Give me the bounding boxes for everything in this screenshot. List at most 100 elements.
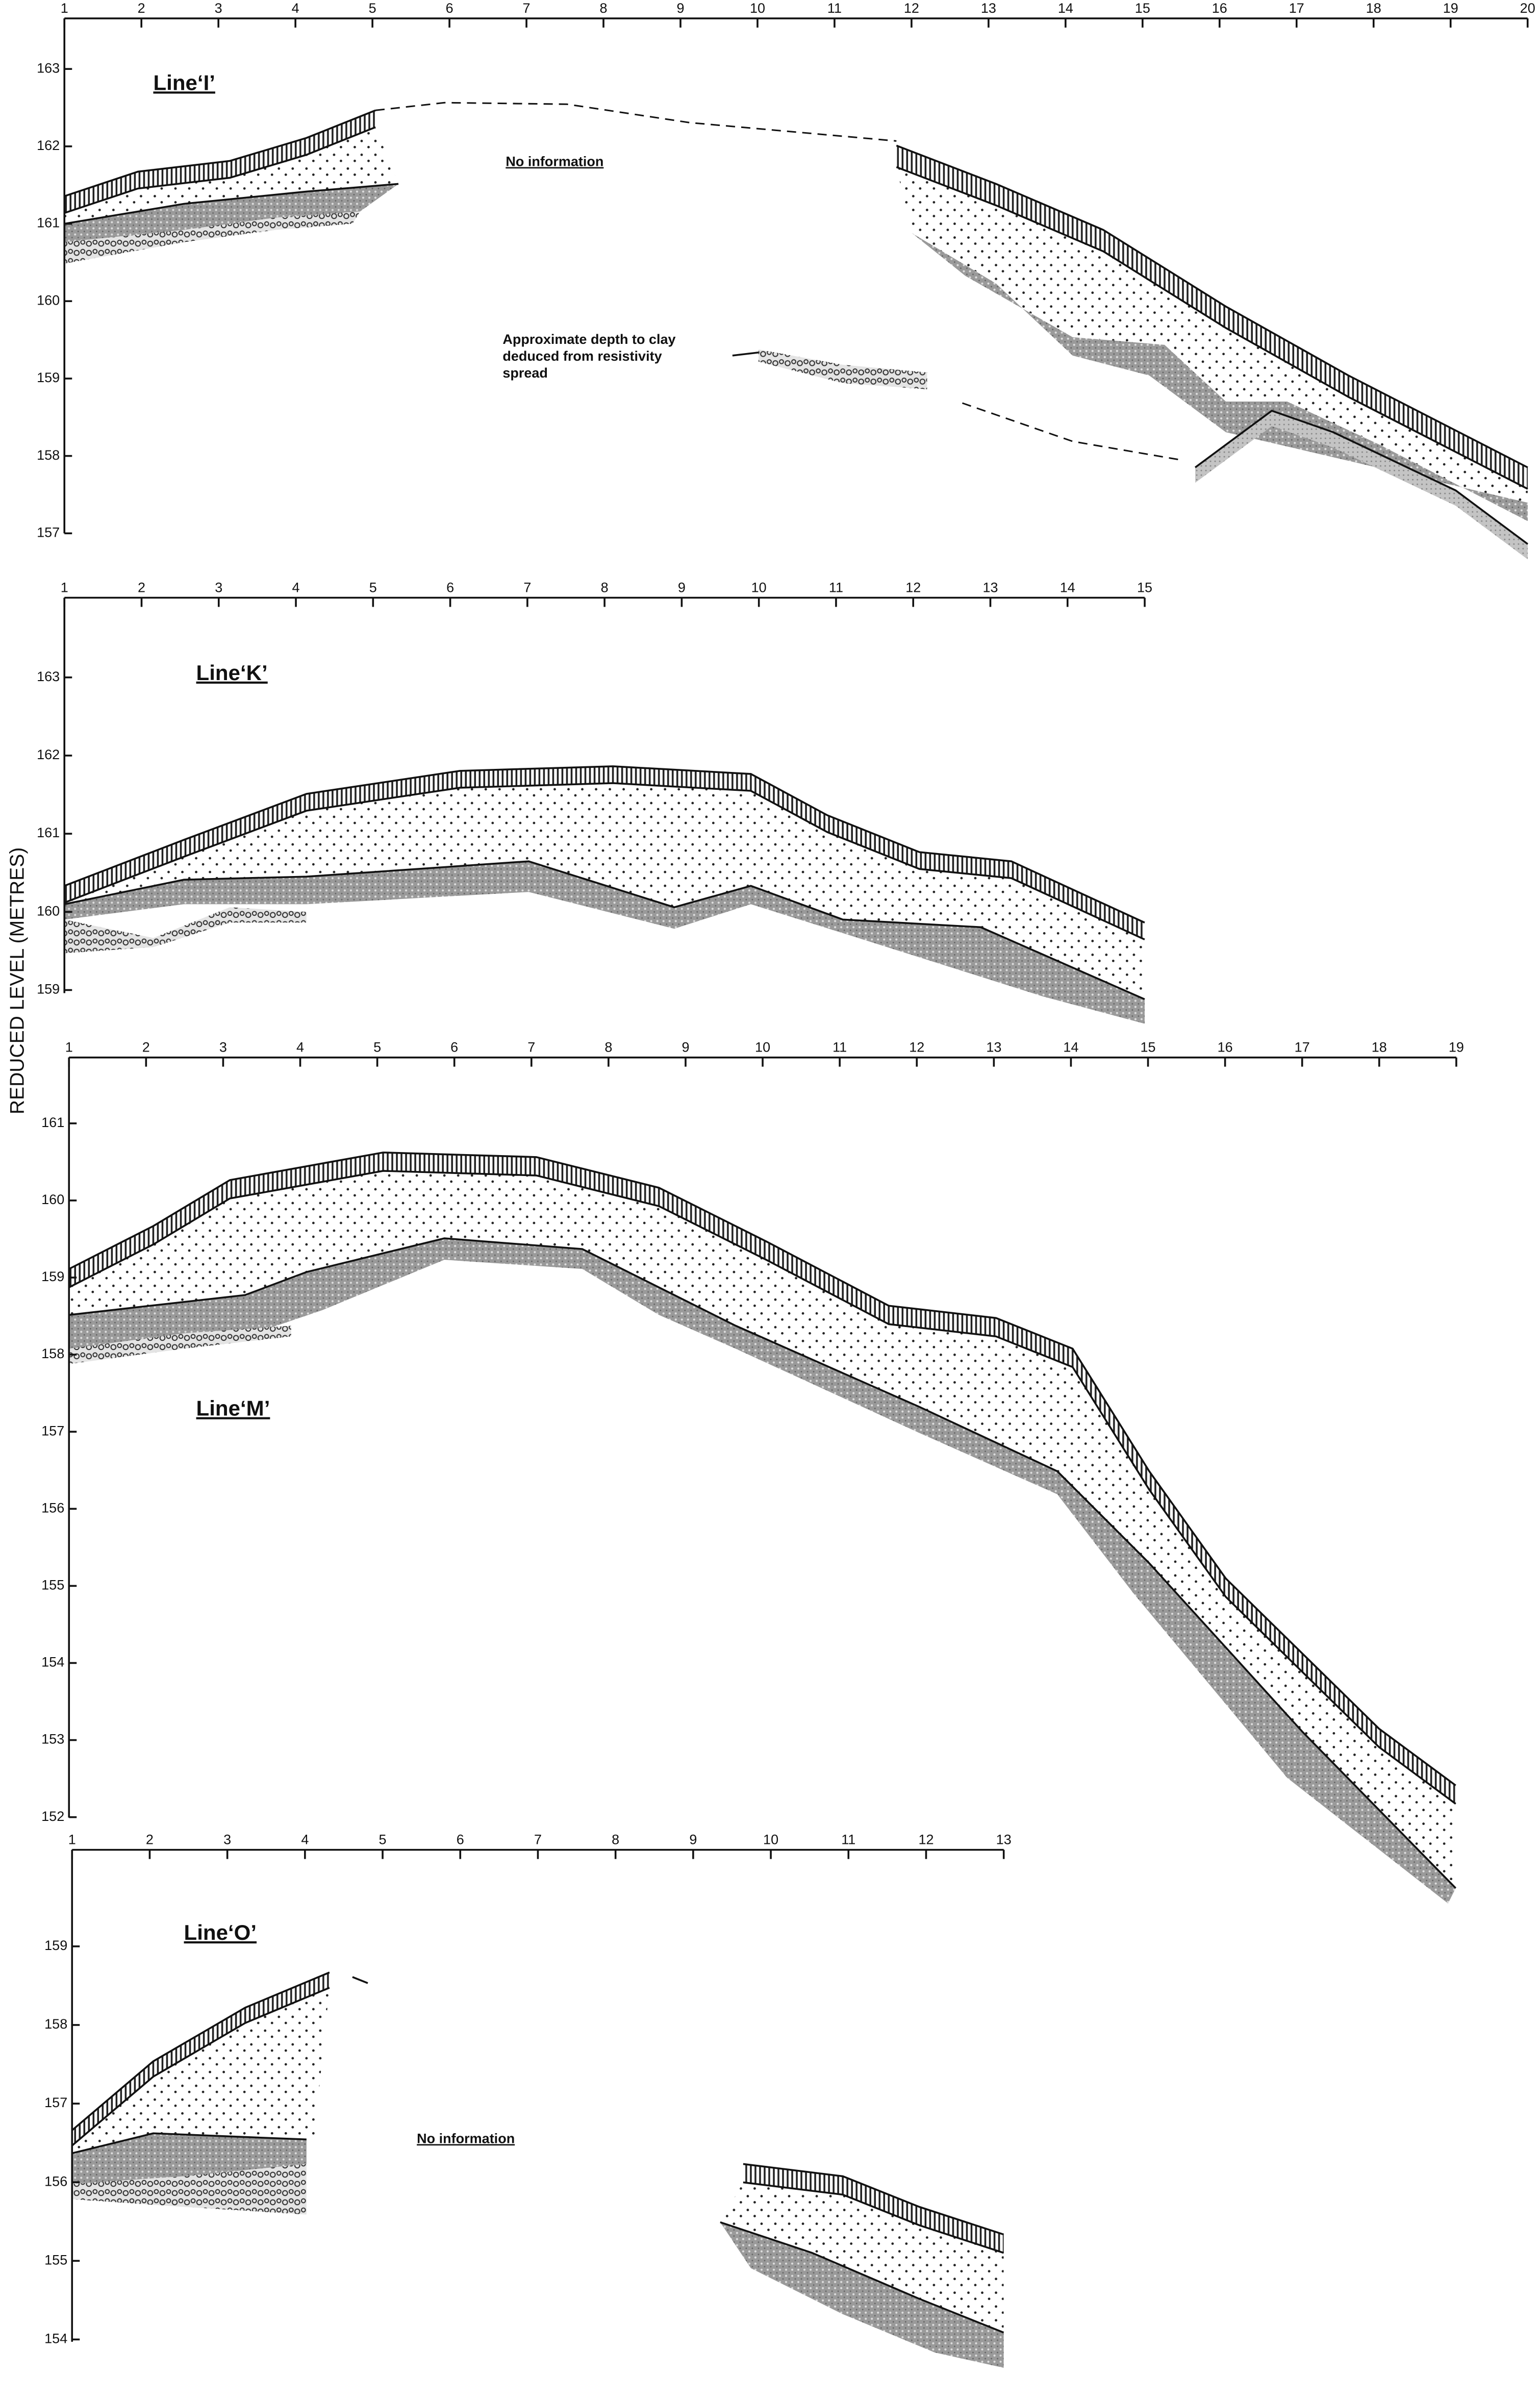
boundary: [64, 109, 376, 197]
layer: [896, 145, 1528, 489]
boundary: [352, 1976, 368, 1984]
boundary: [743, 2181, 1004, 2254]
y-tick-label: 159: [41, 1269, 64, 1284]
layer: [72, 2164, 307, 2215]
annotation: deduced from resistivity: [502, 348, 662, 364]
x-tick-label: 18: [1366, 1, 1381, 16]
x-tick-label: 12: [918, 1832, 933, 1847]
x-tick-label: 11: [827, 1, 842, 16]
y-tick-label: 159: [37, 982, 60, 997]
boundary: [1194, 410, 1528, 545]
x-tick-label: 14: [1058, 1, 1073, 16]
y-tick-label: 152: [41, 1809, 64, 1824]
y-tick-label: 162: [37, 747, 60, 762]
y-tick-label: 154: [44, 2331, 67, 2346]
x-tick-label: 5: [379, 1832, 387, 1847]
x-tick-label: 4: [292, 580, 300, 595]
x-tick-label: 1: [65, 1040, 73, 1055]
layer: [896, 167, 1528, 521]
y-tick-label: 157: [37, 524, 60, 540]
y-tick-label: 157: [41, 1423, 64, 1438]
boundary: [720, 2221, 1004, 2334]
x-tick-label: 18: [1372, 1040, 1387, 1055]
x-tick-label: 4: [292, 1, 299, 16]
y-tick-label: 162: [37, 138, 60, 153]
x-tick-label: 10: [763, 1832, 778, 1847]
x-tick-label: 2: [142, 1040, 150, 1055]
annotation: spread: [502, 365, 548, 381]
y-tick-label: 160: [37, 903, 60, 918]
x-tick-label: 15: [1137, 580, 1152, 595]
x-tick-label: 13: [986, 1040, 1001, 1055]
x-tick-label: 6: [446, 1, 453, 16]
x-tick-label: 3: [215, 580, 222, 595]
y-tick-label: 155: [41, 1578, 64, 1593]
x-tick-label: 16: [1212, 1, 1227, 16]
x-tick-label: 3: [215, 1, 222, 16]
boundary: [375, 102, 897, 142]
y-tick-label: 163: [37, 669, 60, 684]
x-tick-label: 1: [61, 1, 68, 16]
y-tick-label: 158: [37, 447, 60, 463]
x-tick-label: 1: [68, 1832, 76, 1847]
panel-title: Line‘M’: [196, 1396, 270, 1420]
x-tick-label: 2: [146, 1832, 154, 1847]
x-tick-label: 20: [1520, 1, 1535, 16]
x-tick-label: 2: [138, 580, 145, 595]
x-tick-label: 16: [1218, 1040, 1233, 1055]
x-tick-label: 9: [677, 1, 685, 16]
y-tick-label: 155: [44, 2252, 67, 2267]
x-tick-label: 2: [138, 1, 145, 16]
y-tick-label: 159: [37, 370, 60, 385]
layer: [72, 1987, 330, 2154]
boundary: [71, 1987, 330, 2146]
x-tick-label: 15: [1141, 1040, 1156, 1055]
boundary: [64, 765, 1145, 923]
x-tick-label: 7: [523, 580, 531, 595]
layer: [64, 861, 1145, 1024]
x-tick-label: 13: [996, 1832, 1012, 1847]
layer: [720, 2182, 1004, 2333]
boundary: [71, 1971, 330, 2131]
x-tick-label: 13: [982, 580, 998, 595]
x-tick-label: 4: [301, 1832, 309, 1847]
x-tick-label: 4: [296, 1040, 304, 1055]
layer: [64, 184, 399, 242]
layer: [720, 2222, 1004, 2368]
x-tick-label: 8: [600, 1, 608, 16]
x-tick-label: 14: [1060, 580, 1075, 595]
panel-title: Line‘I’: [153, 70, 215, 94]
y-tick-label: 161: [37, 825, 60, 840]
y-tick-label: 157: [44, 2095, 67, 2110]
layer: [69, 1170, 1456, 1888]
y-tick-label: 160: [41, 1192, 64, 1207]
boundary: [896, 166, 1528, 490]
x-tick-label: 7: [534, 1832, 542, 1847]
layer: [72, 1972, 330, 2146]
x-tick-label: 7: [527, 1040, 535, 1055]
x-tick-label: 11: [829, 580, 843, 595]
x-tick-label: 10: [751, 580, 767, 595]
x-tick-label: 1: [61, 580, 68, 595]
x-tick-label: 12: [909, 1040, 924, 1055]
panel-title: Line‘O’: [184, 1920, 257, 1944]
x-tick-label: 19: [1443, 1, 1458, 16]
boundary: [71, 2132, 307, 2155]
annotation: Approximate depth to clay: [502, 332, 675, 347]
boundary: [962, 402, 1180, 461]
x-tick-label: 19: [1449, 1040, 1464, 1055]
x-tick-label: 12: [905, 580, 921, 595]
boundary: [743, 2163, 1004, 2236]
layer: [64, 127, 399, 224]
y-tick-label: 161: [37, 215, 60, 231]
y-tick-label: 153: [41, 1732, 64, 1747]
x-tick-label: 11: [832, 1040, 847, 1055]
y-tick-label: 156: [44, 2173, 67, 2189]
x-tick-label: 10: [755, 1040, 770, 1055]
x-tick-label: 6: [457, 1832, 464, 1847]
x-tick-label: 7: [523, 1, 531, 16]
x-tick-label: 5: [369, 1, 376, 16]
x-tick-label: 5: [369, 580, 377, 595]
annotation: No information: [417, 2131, 515, 2146]
layer: [69, 1238, 1456, 1904]
